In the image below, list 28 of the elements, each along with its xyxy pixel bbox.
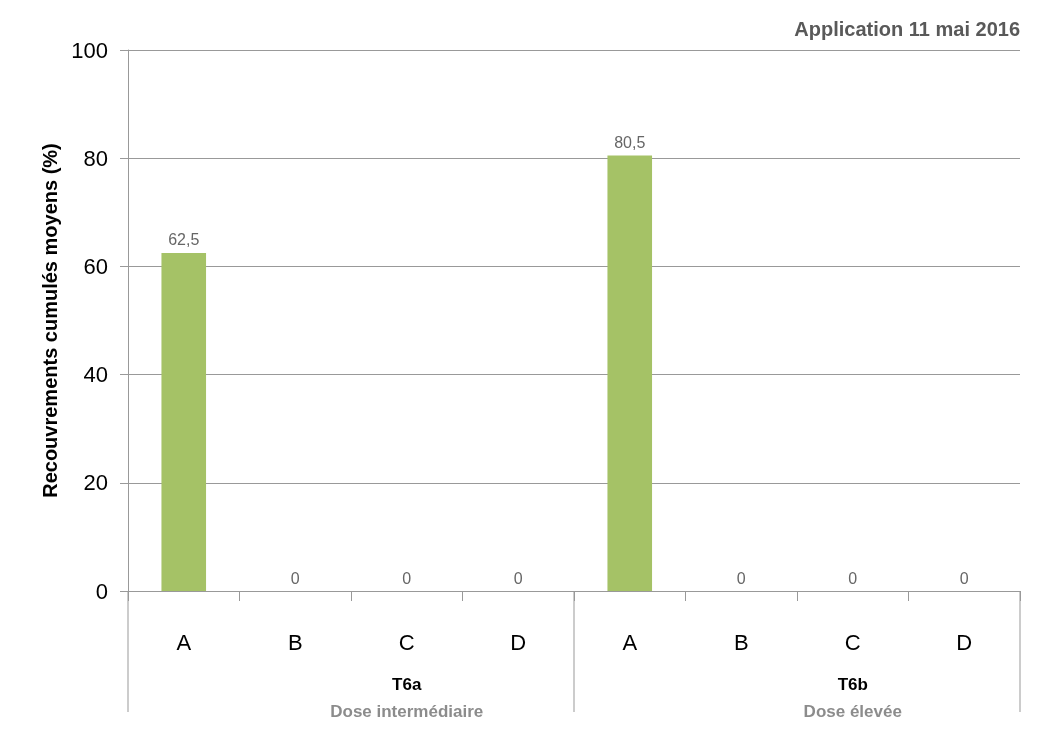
text: Dose élevée — [803, 702, 902, 721]
text: Dose intermédiaire — [330, 702, 484, 721]
data-label: 0 — [736, 569, 746, 587]
text: T6a — [392, 675, 422, 694]
data-label: 0 — [290, 569, 300, 587]
x-tick-label: D — [956, 629, 973, 655]
x-tick-label: B — [733, 629, 749, 655]
y-tick-label: 80 — [83, 145, 108, 171]
data-label: 0 — [848, 569, 858, 587]
data-label: 0 — [513, 569, 523, 587]
y-tick-label: 100 — [71, 37, 108, 63]
y-tick-label: 40 — [83, 362, 108, 388]
x-tick-label: C — [398, 629, 415, 655]
data-label: 62,5 — [168, 231, 200, 249]
text: T6b — [837, 675, 868, 694]
y-axis-title: Recouvrements cumulés moyens (%) — [39, 143, 61, 498]
x-tick-label: D — [510, 629, 527, 655]
x-tick-label: B — [287, 629, 303, 655]
y-tick-label: 60 — [83, 253, 108, 279]
y-tick-label: 0 — [95, 578, 108, 604]
y-tick-label: 20 — [83, 470, 108, 496]
chart-title: Application 11 mai 2016 — [794, 18, 1020, 40]
data-label: 0 — [959, 569, 969, 587]
data-label: 80,5 — [614, 133, 646, 151]
x-tick-label: C — [844, 629, 861, 655]
x-tick-label: A — [176, 629, 192, 655]
data-label: 0 — [402, 569, 412, 587]
x-tick-label: A — [622, 629, 638, 655]
